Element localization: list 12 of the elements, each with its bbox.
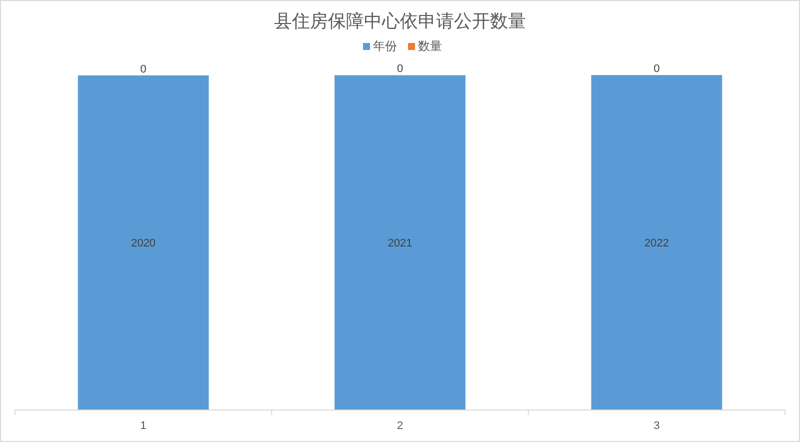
data-label: 0 <box>396 63 404 76</box>
data-label: 2020 <box>131 238 156 250</box>
chart-title: 县住房保障中心依申请公开数量 <box>274 11 526 31</box>
data-label: 2022 <box>644 238 669 250</box>
legend-label: 数量 <box>418 39 442 53</box>
legend-label: 年份 <box>373 39 397 53</box>
x-tick-label: 1 <box>140 420 146 432</box>
x-tick-label: 2 <box>396 420 404 432</box>
data-label: 2021 <box>388 238 412 250</box>
x-tick-label: 3 <box>654 420 660 432</box>
data-label: 0 <box>654 63 660 76</box>
data-label: 0 <box>140 63 146 76</box>
